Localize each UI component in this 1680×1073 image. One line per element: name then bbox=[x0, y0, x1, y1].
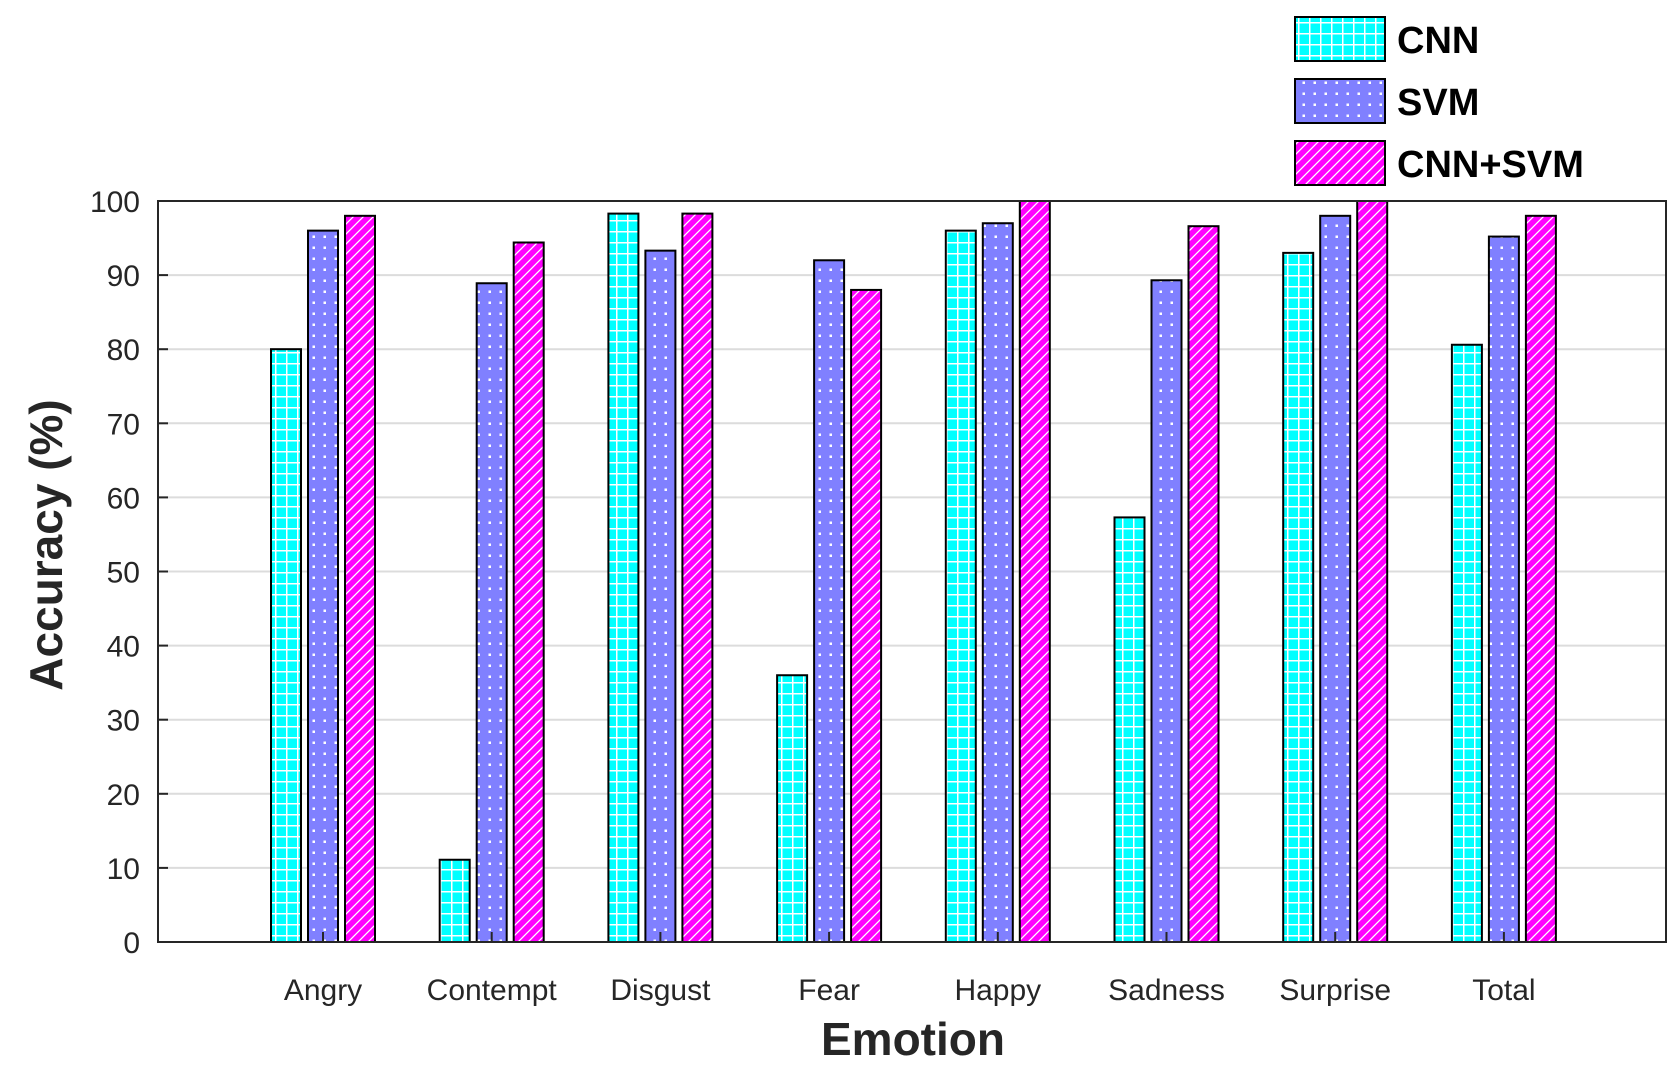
legend-label-cnn-svm: CNN+SVM bbox=[1397, 144, 1584, 186]
y-tick-label: 100 bbox=[90, 186, 140, 219]
legend: CNN SVM CNN+SVM bbox=[1294, 16, 1584, 186]
y-tick-label: 30 bbox=[107, 705, 140, 738]
y-tick-label: 0 bbox=[123, 927, 140, 960]
bar-cnn bbox=[438, 858, 471, 944]
bar-svm bbox=[981, 222, 1014, 944]
bar-cnn-svm bbox=[1524, 214, 1557, 943]
y-tick-label: 80 bbox=[107, 334, 140, 367]
bar-svm bbox=[475, 282, 508, 944]
x-tick-label: Total bbox=[1472, 974, 1535, 1007]
bar-svm bbox=[644, 249, 677, 944]
bar-cnn bbox=[1450, 343, 1483, 943]
gridlines bbox=[158, 274, 1666, 869]
x-tick-label: Fear bbox=[798, 974, 860, 1007]
bar-cnn-svm bbox=[1187, 225, 1220, 944]
legend-label-cnn: CNN bbox=[1397, 20, 1479, 62]
y-tick-label: 90 bbox=[107, 260, 140, 293]
x-tick-label: Disgust bbox=[610, 974, 711, 1007]
y-tick-label: 40 bbox=[107, 631, 140, 664]
y-tick-label: 10 bbox=[107, 853, 140, 886]
bar-cnn bbox=[944, 229, 977, 943]
y-tick-label: 20 bbox=[107, 779, 140, 812]
bar-cnn bbox=[1113, 516, 1146, 943]
bar-cnn-svm bbox=[1018, 200, 1051, 943]
legend-swatch-cnn bbox=[1294, 16, 1386, 62]
bar-svm bbox=[813, 259, 846, 943]
x-tick-label: Surprise bbox=[1279, 974, 1391, 1007]
x-tick-label: Angry bbox=[284, 974, 362, 1007]
x-axis-ticks: Angry Contempt Disgust Fear Happy Sadness Surp… bbox=[284, 932, 1536, 1007]
bar-cnn-svm bbox=[681, 212, 714, 944]
bar-cnn-svm bbox=[344, 214, 376, 943]
x-tick-label: Sadness bbox=[1108, 974, 1225, 1007]
x-axis-title: Emotion bbox=[821, 1013, 1005, 1065]
bar-svm bbox=[1319, 214, 1352, 943]
bar-cnn-svm bbox=[512, 241, 545, 944]
bar-cnn-svm bbox=[1356, 200, 1389, 943]
legend-swatch-cnn-svm bbox=[1294, 140, 1386, 186]
y-axis-title: Accuracy (%) bbox=[20, 399, 72, 690]
legend-swatch-svm bbox=[1294, 78, 1386, 124]
bar-svm bbox=[1487, 235, 1520, 943]
bar-svm bbox=[1150, 279, 1183, 943]
bar-cnn-svm bbox=[850, 288, 883, 944]
bar-cnn bbox=[1282, 251, 1315, 943]
bar-svm bbox=[307, 229, 339, 943]
bar-cnn bbox=[270, 348, 302, 943]
legend-label-svm: SVM bbox=[1397, 82, 1479, 124]
y-tick-label: 60 bbox=[107, 482, 140, 515]
bars bbox=[270, 200, 1557, 944]
y-tick-label: 50 bbox=[107, 557, 140, 590]
bar-cnn bbox=[776, 674, 809, 943]
x-tick-label: Contempt bbox=[427, 974, 558, 1007]
y-tick-label: 70 bbox=[107, 408, 140, 441]
bar-cnn bbox=[607, 212, 640, 944]
y-axis-ticks: 0 10 20 30 40 50 60 70 80 90 100 bbox=[90, 186, 168, 960]
x-tick-label: Happy bbox=[954, 974, 1041, 1007]
